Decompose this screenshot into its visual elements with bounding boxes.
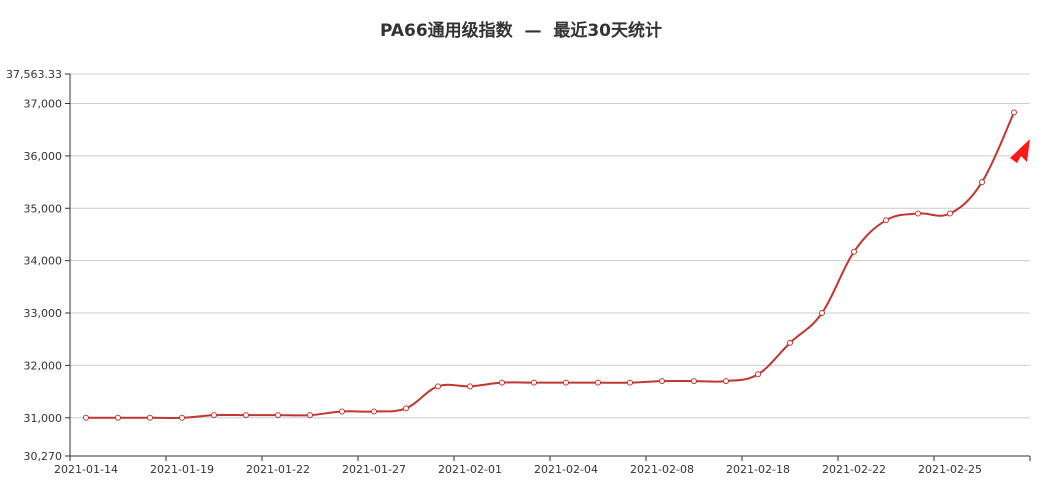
data-point <box>723 378 729 385</box>
data-point <box>883 217 889 224</box>
data-point <box>627 379 633 386</box>
x-tick-label: 2021-01-19 <box>150 463 214 476</box>
data-point <box>179 414 185 421</box>
data-point <box>83 414 89 421</box>
data-point <box>371 408 377 415</box>
y-tick-label: 32,000 <box>24 359 63 372</box>
series-line <box>85 111 1015 419</box>
data-point <box>915 210 921 217</box>
y-tick-label: 33,000 <box>24 307 63 320</box>
data-point <box>307 412 313 419</box>
y-tick-label: 31,000 <box>24 412 63 425</box>
x-tick-label: 2021-01-22 <box>246 463 310 476</box>
y-tick-label: 36,000 <box>24 150 63 163</box>
data-point <box>787 339 793 346</box>
data-point <box>467 383 473 390</box>
data-point <box>563 379 569 386</box>
data-point <box>531 379 537 386</box>
data-point <box>499 379 505 386</box>
x-tick-label: 2021-01-27 <box>342 463 406 476</box>
x-tick-label: 2021-02-25 <box>918 463 982 476</box>
data-point <box>851 248 857 255</box>
trend-arrow-icon <box>987 139 1030 216</box>
x-tick-label: 2021-02-08 <box>630 463 694 476</box>
data-point <box>659 378 665 385</box>
x-tick-label: 2021-02-01 <box>438 463 502 476</box>
x-tick-label: 2021-01-14 <box>54 463 118 476</box>
data-point <box>147 414 153 421</box>
data-point <box>243 412 249 419</box>
chart-title: PA66通用级指数 — 最近30天统计 <box>379 21 663 41</box>
data-point <box>211 412 217 419</box>
data-point <box>275 412 281 419</box>
x-tick-label: 2021-02-04 <box>534 463 598 476</box>
data-point <box>339 408 345 415</box>
data-point <box>819 310 825 317</box>
y-tick-label: 37,563.33 <box>6 68 62 81</box>
y-tick-label: 30,270 <box>24 450 63 463</box>
data-point <box>691 378 697 385</box>
y-tick-label: 37,000 <box>24 98 63 111</box>
x-tick-label: 2021-02-18 <box>726 463 790 476</box>
data-point <box>595 379 601 386</box>
data-point <box>403 405 409 412</box>
data-point <box>755 371 761 378</box>
data-point <box>979 179 985 186</box>
data-point <box>435 383 441 390</box>
data-point <box>1011 109 1017 116</box>
data-point <box>947 210 953 217</box>
y-tick-label: 34,000 <box>24 255 63 268</box>
x-tick-label: 2021-02-22 <box>822 463 886 476</box>
y-tick-label: 35,000 <box>24 202 63 215</box>
data-point <box>115 414 121 421</box>
